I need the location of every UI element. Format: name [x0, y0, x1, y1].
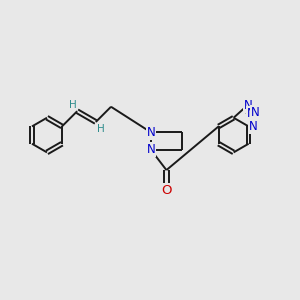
Text: N: N: [251, 106, 260, 119]
Text: O: O: [161, 184, 172, 197]
Text: H: H: [97, 124, 104, 134]
Text: N: N: [249, 120, 257, 133]
Text: N: N: [244, 99, 253, 112]
Text: H: H: [68, 100, 76, 110]
Text: N: N: [146, 143, 155, 156]
Text: N: N: [247, 107, 256, 120]
Text: N: N: [146, 126, 155, 139]
